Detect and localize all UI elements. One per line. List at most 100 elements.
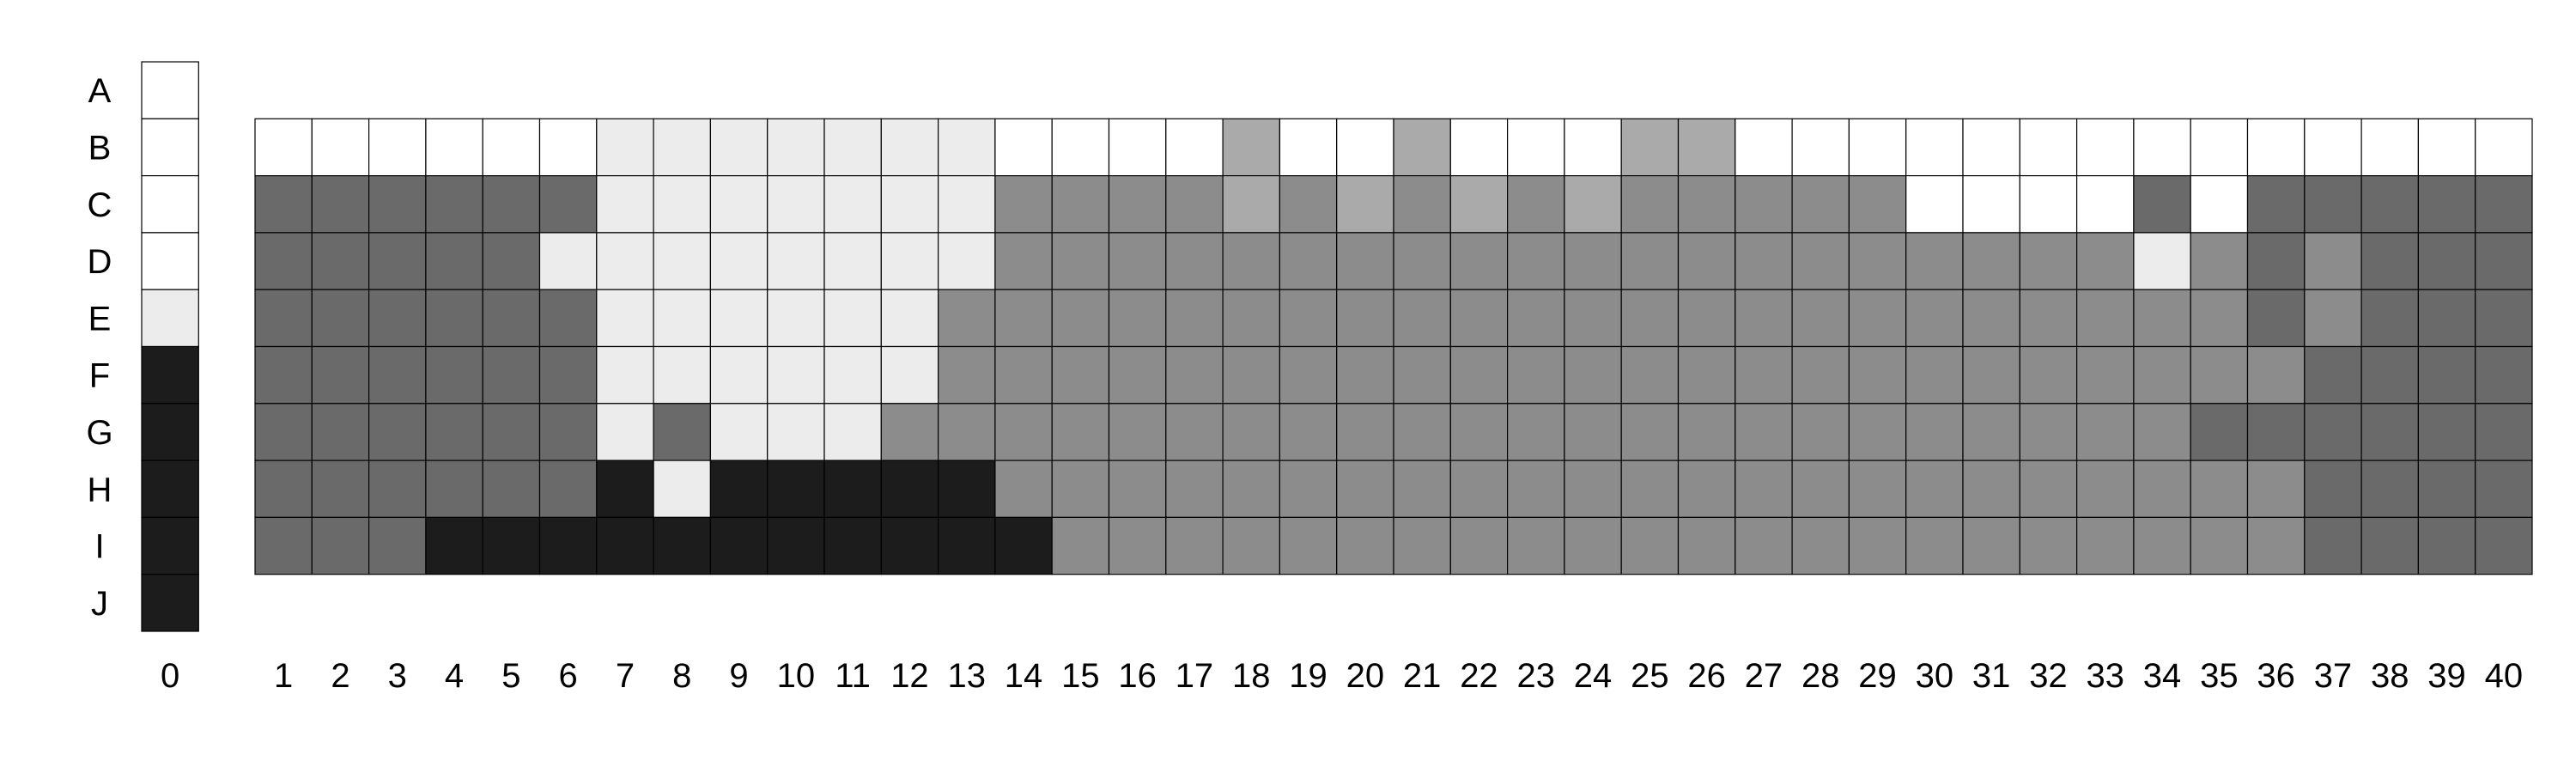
grid-cell-G23 <box>1506 403 1565 461</box>
grid-cell-H35 <box>2190 460 2249 518</box>
grid-cell-G20 <box>1336 403 1394 461</box>
grid-cell-I2 <box>311 516 370 575</box>
grid-cell-G30 <box>1905 403 1964 461</box>
grid-cell-D40 <box>2475 232 2533 290</box>
grid-cell-I19 <box>1279 516 1338 575</box>
column-label-10: 10 <box>777 657 816 695</box>
grid-cell-H9 <box>709 460 769 518</box>
grid-cell-G9 <box>709 403 769 461</box>
grid-cell-D25 <box>1620 232 1680 290</box>
grid-cell-B17 <box>1165 118 1224 177</box>
grid-cell-B36 <box>2246 118 2306 177</box>
grid-cell-I10 <box>767 516 825 575</box>
grid-cell-B31 <box>1962 118 2020 177</box>
grid-cell-I12 <box>880 516 939 575</box>
grid-cell-I28 <box>1791 516 1850 575</box>
grid-cell-F40 <box>2475 345 2533 405</box>
grid-cell-B37 <box>2304 118 2362 177</box>
grid-cell-C8 <box>653 175 711 234</box>
grid-cell-F7 <box>596 345 654 405</box>
grid-cell-F36 <box>2246 345 2306 405</box>
grid-cell-F4 <box>425 345 483 405</box>
grid-cell-I39 <box>2417 516 2476 575</box>
grid-cell-G12 <box>880 403 939 461</box>
grid-cell-C10 <box>767 175 825 234</box>
column-label-0: 0 <box>161 657 179 695</box>
grid-cell-I40 <box>2475 516 2533 575</box>
grid-cell-G34 <box>2133 403 2191 461</box>
grid-cell-C14 <box>994 175 1053 234</box>
grid-cell-D13 <box>937 232 996 290</box>
grid-cell-D18 <box>1222 232 1280 290</box>
column-label-2: 2 <box>331 657 349 695</box>
grid-cell-E8 <box>653 289 711 348</box>
grid-cell-I8 <box>653 516 711 575</box>
grid-cell-E7 <box>596 289 654 348</box>
grid-cell-H16 <box>1108 460 1167 518</box>
column-label-4: 4 <box>445 657 464 695</box>
grid-cell-I33 <box>2076 516 2135 575</box>
grid-cell-G22 <box>1449 403 1509 461</box>
grid-cell-H22 <box>1449 460 1509 518</box>
grid-cell-H32 <box>2019 460 2078 518</box>
grid-cell-E19 <box>1279 289 1338 348</box>
reference-column <box>141 61 199 632</box>
grid-cell-D29 <box>1848 232 1907 290</box>
grid-cell-E13 <box>937 289 996 348</box>
column-label-40: 40 <box>2485 657 2524 695</box>
grid-cell-B10 <box>767 118 825 177</box>
grid-cell-F5 <box>482 345 541 405</box>
grid-cell-F24 <box>1564 345 1622 405</box>
grid-cell-G7 <box>596 403 654 461</box>
grid-cell-I36 <box>2246 516 2306 575</box>
grid-cell-C35 <box>2190 175 2249 234</box>
column-label-3: 3 <box>388 657 407 695</box>
grid-cell-D1 <box>254 232 313 290</box>
grid-cell-E22 <box>1449 289 1509 348</box>
grid-cell-G18 <box>1222 403 1280 461</box>
grid-cell-G16 <box>1108 403 1167 461</box>
grid-cell-F26 <box>1677 345 1736 405</box>
grid-cell-H21 <box>1393 460 1451 518</box>
grid-cell-I15 <box>1051 516 1110 575</box>
reference-cell-C <box>141 175 199 234</box>
grid-cell-C13 <box>937 175 996 234</box>
grid-cell-G4 <box>425 403 483 461</box>
grid-cell-C36 <box>2246 175 2306 234</box>
grid-cell-F14 <box>994 345 1053 405</box>
grid-cell-H11 <box>823 460 882 518</box>
column-label-15: 15 <box>1061 657 1100 695</box>
column-label-38: 38 <box>2371 657 2409 695</box>
grid-cell-D20 <box>1336 232 1394 290</box>
grid-cell-B5 <box>482 118 541 177</box>
grid-cell-B6 <box>538 118 598 177</box>
grid-cell-I17 <box>1165 516 1224 575</box>
grid-cell-I37 <box>2304 516 2362 575</box>
grid-cell-G39 <box>2417 403 2476 461</box>
grid-cell-D15 <box>1051 232 1110 290</box>
grid-cell-C17 <box>1165 175 1224 234</box>
grid-cell-H8 <box>653 460 711 518</box>
grid-cell-D32 <box>2019 232 2078 290</box>
grid-cell-C2 <box>311 175 370 234</box>
grid-cell-D31 <box>1962 232 2020 290</box>
reference-cell-F <box>141 345 199 405</box>
grid-cell-H39 <box>2417 460 2476 518</box>
column-label-25: 25 <box>1631 657 1669 695</box>
grid-cell-B25 <box>1620 118 1680 177</box>
grid-cell-F20 <box>1336 345 1394 405</box>
grid-cell-H28 <box>1791 460 1850 518</box>
grid-cell-E40 <box>2475 289 2533 348</box>
column-labels: 0 1 2 3 4 5 6 7 8 9 10 11 12 13 14 15 16 17 18 19 20 21 22 23 24… <box>161 657 2523 695</box>
grid-cell-F12 <box>880 345 939 405</box>
grid-cell-H20 <box>1336 460 1394 518</box>
grid-cell-I24 <box>1564 516 1622 575</box>
column-label-19: 19 <box>1289 657 1327 695</box>
column-label-17: 17 <box>1176 657 1214 695</box>
column-label-37: 37 <box>2314 657 2353 695</box>
grid-cell-D33 <box>2076 232 2135 290</box>
grid-cell-C3 <box>368 175 427 234</box>
grid-cell-H2 <box>311 460 370 518</box>
column-label-7: 7 <box>616 657 635 695</box>
column-label-21: 21 <box>1403 657 1442 695</box>
